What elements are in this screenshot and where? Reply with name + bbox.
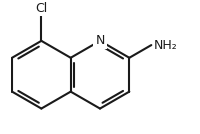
Text: Cl: Cl <box>35 2 47 15</box>
Text: NH₂: NH₂ <box>154 39 178 52</box>
Text: N: N <box>95 34 105 47</box>
